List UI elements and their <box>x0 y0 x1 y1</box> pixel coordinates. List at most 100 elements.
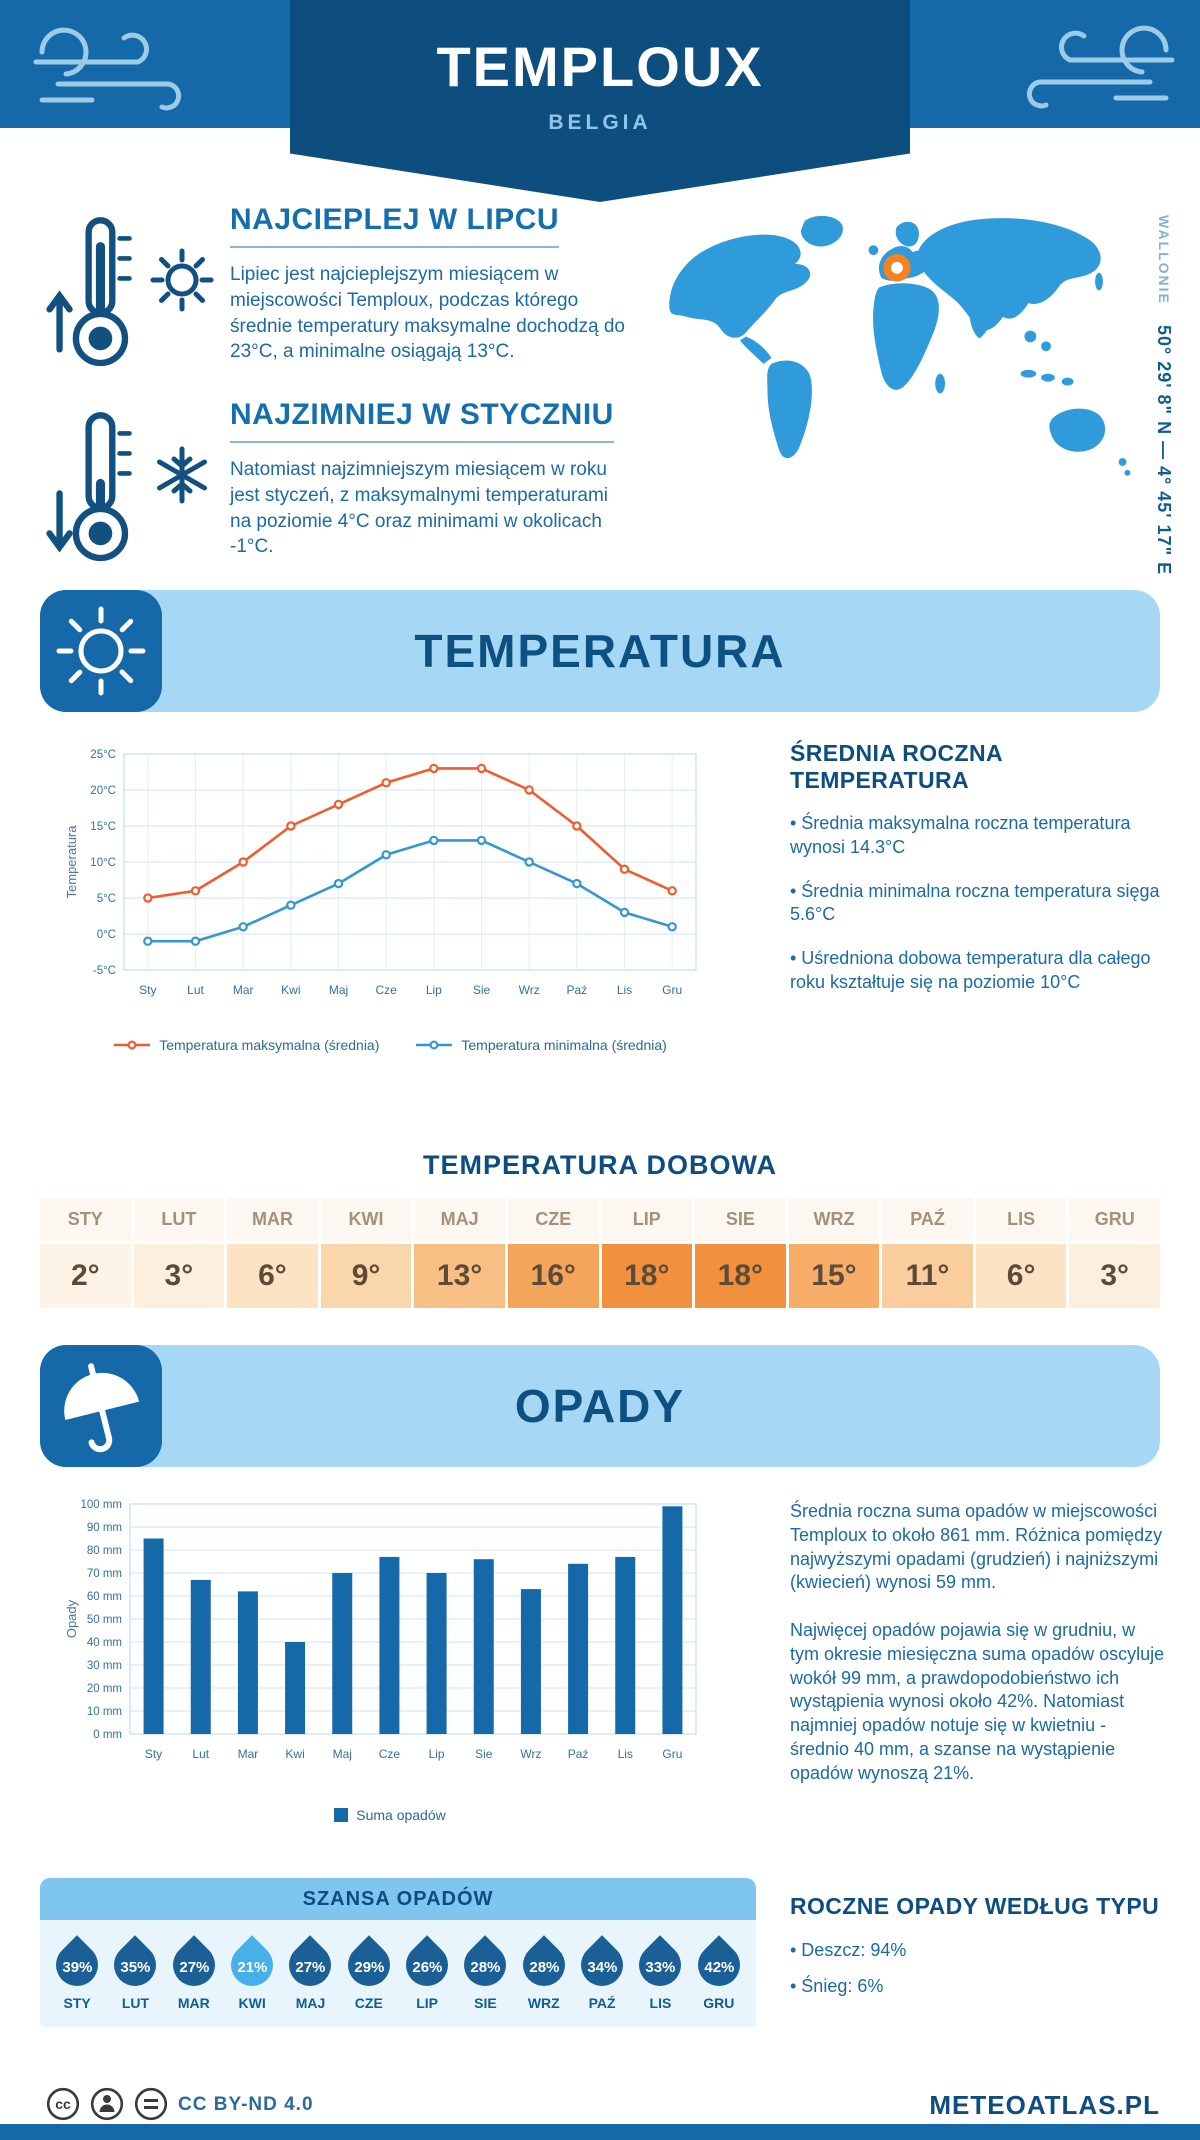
raindrop-icon: 39% <box>47 1935 107 1995</box>
license-label[interactable]: CC BY-ND 4.0 <box>178 2094 314 2115</box>
sun-icon <box>150 248 214 312</box>
svg-text:Sty: Sty <box>145 1747 162 1761</box>
svg-text:Temperatura: Temperatura <box>64 825 79 899</box>
svg-text:10°C: 10°C <box>90 857 116 869</box>
precipitation-summary: Średnia roczna suma opadów w miejscowośc… <box>790 1500 1165 1809</box>
svg-text:100 mm: 100 mm <box>80 1499 122 1511</box>
svg-text:Lip: Lip <box>429 1747 445 1761</box>
raindrop-icon: 28% <box>514 1935 574 1995</box>
warmest-text: Lipiec jest najcieplejszym miesiącem w m… <box>230 264 625 363</box>
rain-chance-month: KWI <box>238 1995 266 2011</box>
sun-banner-icon <box>56 606 146 696</box>
svg-text:Mar: Mar <box>238 1747 259 1761</box>
svg-text:Lip: Lip <box>426 983 442 997</box>
thermometer-down-icon <box>46 412 132 562</box>
daily-temp-month: CZE <box>507 1198 599 1241</box>
svg-text:80 mm: 80 mm <box>87 1545 122 1557</box>
raindrop-icon: 21% <box>222 1935 282 1995</box>
svg-text:0 mm: 0 mm <box>93 1729 122 1741</box>
wind-icon <box>1026 25 1175 109</box>
precipitation-chart-block: 0 mm 10 mm 20 mm 30 mm 40 mm 50 mm 60 mm 70 mm 8… <box>60 1492 720 1823</box>
svg-text:Kwi: Kwi <box>285 1747 304 1761</box>
daily-temp-value: 18° <box>601 1244 693 1308</box>
daily-temp-month: LUT <box>133 1198 225 1241</box>
svg-text:Lut: Lut <box>192 1747 209 1761</box>
cc-icon[interactable]: cc <box>45 2086 81 2122</box>
svg-text:Kwi: Kwi <box>281 983 300 997</box>
svg-text:Gru: Gru <box>662 983 682 997</box>
rain-chance-item: 35% LUT <box>105 1935 166 2011</box>
rain-chance-month: PAŹ <box>588 1995 616 2011</box>
daily-temp-value: 11° <box>882 1244 973 1308</box>
daily-temp-month: MAR <box>227 1198 318 1241</box>
precipitation-bar-chart: 0 mm 10 mm 20 mm 30 mm 40 mm 50 mm 60 mm 70 mm 8… <box>64 1499 697 1761</box>
svg-text:5°C: 5°C <box>97 893 116 905</box>
svg-text:15°C: 15°C <box>90 821 116 833</box>
temperature-bullet: • Średnia maksymalna roczna temperatura … <box>790 813 1131 857</box>
rain-chance-item: 29% CZE <box>339 1935 399 2011</box>
geo-coordinates: WALLONIE 50° 29' 8" N — 4° 45' 17" E <box>1153 215 1174 576</box>
precipitation-banner: OPADY <box>40 1345 1160 1467</box>
svg-text:0°C: 0°C <box>97 929 116 941</box>
raindrop-icon: 27% <box>164 1935 224 1995</box>
svg-text:Lis: Lis <box>618 1747 633 1761</box>
svg-text:Paź: Paź <box>566 983 587 997</box>
rain-chance-month: GRU <box>703 1995 735 2011</box>
svg-text:Gru: Gru <box>662 1747 682 1761</box>
world-map <box>669 215 1131 476</box>
no-derivatives-icon[interactable] <box>133 2086 169 2122</box>
coldest-icons <box>45 398 230 573</box>
svg-text:Cze: Cze <box>379 1747 401 1761</box>
daily-temp-value: 2° <box>40 1244 131 1308</box>
rain-chance-month: LIP <box>416 1995 439 2011</box>
daily-temperature-table: STY LUT MAR KWI MAJ CZE LIP SIE WRZ PAŹ LIS GRU 2° 3°… <box>40 1198 1160 1308</box>
page-title: TEMPLOUX <box>436 35 764 98</box>
precipitation-type-bullet: • Śnieg: 6% <box>790 1976 884 1997</box>
daily-temp-month: KWI <box>320 1198 412 1241</box>
legend-item: Temperatura maksymalna (średnia) <box>113 1037 379 1053</box>
svg-text:Opady: Opady <box>64 1599 79 1638</box>
legend-item: Temperatura minimalna (średnia) <box>415 1037 667 1053</box>
raindrop-icon: 29% <box>339 1935 399 1995</box>
rain-chance-month: WRZ <box>527 1995 560 2011</box>
rain-chance-item: 33% LIS <box>630 1935 691 2011</box>
precipitation-type-panel: ROCZNE OPADY WEDŁUG TYPU • Deszcz: 94% •… <box>790 1893 1165 2011</box>
rain-chance-item: 34% PAŹ <box>572 1935 632 2011</box>
temperature-banner-icon-box <box>40 590 162 712</box>
svg-text:25°C: 25°C <box>90 749 116 761</box>
attribution-person-icon[interactable] <box>89 2086 125 2122</box>
temperature-banner: TEMPERATURA <box>40 590 1160 712</box>
page-subtitle: BELGIA <box>548 111 652 134</box>
rain-chance-month: LUT <box>121 1995 150 2011</box>
legend-item: Suma opadów <box>334 1807 446 1823</box>
license-icons[interactable]: cc <box>45 2086 169 2122</box>
daily-temp-value: 15° <box>788 1244 880 1308</box>
warmest-heading: NAJCIEPLEJ W LIPCU <box>230 203 560 248</box>
coordinates-label: 50° 29' 8" N — 4° 45' 17" E <box>1154 325 1174 576</box>
svg-text:10 mm: 10 mm <box>87 1706 122 1718</box>
rain-chance-drops: 39% STY 35% LUT 27% MAR 21% KWI 27% MAJ 29% CZE 26% L… <box>40 1920 756 2027</box>
svg-text:40 mm: 40 mm <box>87 1637 122 1649</box>
raindrop-icon: 28% <box>455 1935 516 1995</box>
raindrop-icon: 42% <box>689 1935 749 1995</box>
rain-chance-item: 28% WRZ <box>514 1935 574 2011</box>
raindrop-icon: 27% <box>280 1935 341 1995</box>
daily-temperature-heading: TEMPERATURA DOBOWA <box>423 1150 777 1180</box>
coldest-body: NAJZIMNIEJ W STYCZNIU Natomiast najzimni… <box>230 398 625 560</box>
svg-text:50 mm: 50 mm <box>87 1614 122 1626</box>
warmest-body: NAJCIEPLEJ W LIPCU Lipiec jest najcieple… <box>230 203 625 365</box>
svg-text:Wrz: Wrz <box>520 1747 541 1761</box>
raindrop-icon: 33% <box>630 1935 691 1995</box>
rain-chance-heading: SZANSA OPADÓW <box>40 1878 756 1920</box>
temperature-chart-legend: Temperatura maksymalna (średnia) Temperat… <box>60 1037 720 1053</box>
svg-text:20 mm: 20 mm <box>87 1683 122 1695</box>
daily-temp-month: SIE <box>695 1198 786 1241</box>
thermometer-up-icon <box>46 217 132 367</box>
brand-link[interactable]: METEOATLAS.PL <box>929 2090 1160 2120</box>
daily-temp-month: LIS <box>975 1198 1067 1241</box>
temperature-chart-block: Sty Lut Mar Kwi Maj Cze Lip Sie Wrz Paź Lis Gru -5°C… <box>60 742 720 1053</box>
coldest-heading: NAJZIMNIEJ W STYCZNIU <box>230 398 614 443</box>
svg-text:Sty: Sty <box>139 983 156 997</box>
svg-text:Wrz: Wrz <box>519 983 540 997</box>
